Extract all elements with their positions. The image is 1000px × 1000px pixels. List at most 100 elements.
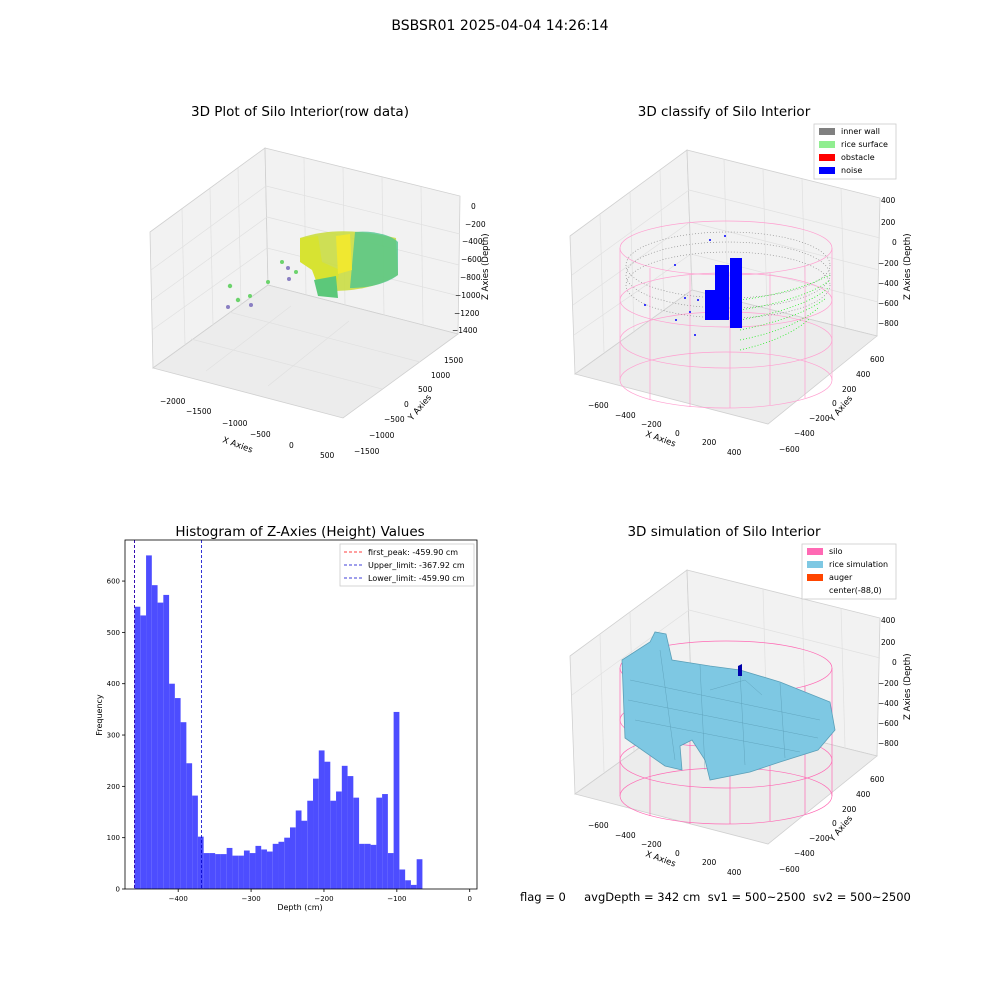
- histogram-bar: [313, 778, 319, 889]
- classify-y-tick: 0: [832, 399, 837, 408]
- classify-plot-title: 3D classify of Silo Interior: [637, 104, 811, 120]
- simulation-x-tick: 0: [675, 849, 680, 858]
- histogram-legend: first_peak: -459.90 cm Upper_limit: -367…: [339, 543, 475, 587]
- raw-x-tick: −1000: [222, 419, 248, 428]
- histogram-bar: [174, 698, 181, 889]
- histogram-bar: [226, 847, 233, 889]
- simulation-z-tick: −600: [878, 719, 899, 728]
- histogram-bar: [192, 795, 198, 889]
- simulation-y-tick: −400: [794, 849, 815, 858]
- classify-z-tick: −400: [878, 279, 899, 288]
- simulation-z-tick: −200: [878, 679, 899, 688]
- raw-z-tick: −1200: [454, 309, 480, 318]
- simulation-x-tick: 200: [702, 858, 717, 867]
- histogram-bar: [272, 843, 279, 889]
- histogram-x-tick-label: −200: [314, 895, 333, 903]
- raw-z-tick: −600: [461, 255, 482, 264]
- histogram-bar: [203, 853, 210, 889]
- classify-x-tick: −600: [588, 401, 609, 410]
- histogram-x-tick-label: −100: [387, 895, 406, 903]
- raw-z-tick: 0: [471, 202, 476, 211]
- classify-z-tick: −800: [878, 319, 899, 328]
- simulation-y-tick: −200: [809, 834, 830, 843]
- histogram-bar: [324, 761, 331, 889]
- simulation-3d-plot: silo rice simulation auger center(-88,0)…: [569, 543, 913, 877]
- classify-y-tick: 400: [856, 370, 871, 379]
- raw-3d-plot: −2000 −1500 −1000 −500 0 500 X Axies 150…: [149, 147, 491, 460]
- histogram-bar: [336, 791, 342, 889]
- raw-y-tick: 1000: [431, 371, 450, 380]
- raw-z-tick: −200: [465, 220, 486, 229]
- raw-y-tick: 500: [418, 385, 433, 394]
- simulation-x-tick: −600: [588, 821, 609, 830]
- raw-x-tick: −500: [250, 430, 271, 439]
- simulation-y-ticks: 600 400 200 0 −200 −400 −600: [779, 775, 885, 874]
- raw-plot-title: 3D Plot of Silo Interior(row data): [191, 104, 409, 120]
- histogram-bar: [399, 869, 406, 889]
- histogram-bar: [359, 843, 365, 889]
- auger-marker: [738, 664, 742, 676]
- simulation-z-tick: −800: [878, 739, 899, 748]
- classify-z-label: Z Axies (Depth): [903, 233, 913, 300]
- simulation-y-tick: 400: [856, 790, 871, 799]
- legend-swatch-obstacle: [819, 154, 835, 161]
- histogram-bar: [157, 602, 164, 889]
- histogram-bar: [393, 711, 400, 889]
- histogram-bar: [169, 683, 175, 889]
- legend-auger: auger: [829, 573, 853, 582]
- raw-y-tick: 1500: [444, 356, 463, 365]
- simulation-plot-title: 3D simulation of Silo Interior: [627, 524, 821, 540]
- histogram-bar: [266, 851, 273, 889]
- raw-y-tick: −500: [384, 415, 405, 424]
- legend-inner-wall: inner wall: [841, 127, 880, 136]
- legend-rice-simulation: rice simulation: [829, 560, 888, 569]
- raw-y-ticks: 1500 1000 500 0 −500 −1000 −1500: [354, 356, 463, 456]
- legend-obstacle: obstacle: [841, 153, 875, 162]
- histogram-bar: [382, 794, 388, 889]
- histogram-bar: [284, 837, 290, 889]
- histogram-x-tick-label: −400: [169, 895, 188, 903]
- histogram-bar: [301, 820, 308, 889]
- histogram-bar: [341, 765, 348, 889]
- histogram-bar: [186, 763, 193, 889]
- histogram-bar: [410, 884, 417, 889]
- histogram-y-tick-label: 300: [107, 732, 120, 740]
- raw-3d-panes: [149, 147, 461, 419]
- histogram-bar: [151, 585, 158, 889]
- rice-surface-points: [739, 274, 831, 351]
- classify-z-tick: 200: [881, 218, 896, 227]
- classify-z-tick: 400: [881, 196, 896, 205]
- histogram-bar: [295, 810, 302, 889]
- simulation-z-ticks: 400 200 0 −200 −400 −600 −800: [878, 616, 899, 748]
- raw-point-cloud: [226, 231, 398, 309]
- histogram-title: Histogram of Z-Axies (Height) Values: [175, 524, 425, 540]
- histogram-bar: [238, 855, 244, 889]
- simulation-legend: silo rice simulation auger center(-88,0): [801, 543, 897, 600]
- histogram-bar: [180, 722, 187, 889]
- raw-z-tick: −800: [460, 273, 481, 282]
- histogram-y-label: Frequency: [95, 694, 104, 736]
- histogram-x-tick-label: 0: [467, 895, 471, 903]
- legend-silo: silo: [829, 547, 843, 556]
- classify-y-tick: −600: [779, 445, 800, 454]
- histogram-x-tick-label: −300: [241, 895, 260, 903]
- legend-swatch-inner-wall: [819, 128, 835, 135]
- simulation-y-tick: 600: [870, 775, 885, 784]
- raw-z-tick: −1000: [455, 291, 481, 300]
- simulation-x-tick: 400: [727, 868, 742, 877]
- classify-legend: inner wall rice surface obstacle noise: [813, 123, 897, 180]
- histogram-bar: [347, 776, 354, 889]
- rice-simulation-mesh: [627, 649, 821, 771]
- raw-y-label: Y Axies: [406, 393, 434, 424]
- classify-x-tick: 400: [727, 448, 742, 457]
- histogram-bar: [163, 594, 170, 889]
- classify-y-tick: −200: [809, 414, 830, 423]
- simulation-x-label: X Axies: [644, 849, 677, 869]
- histogram-y-tick-label: 600: [107, 578, 120, 586]
- classify-z-ticks: 400 200 0 −200 −400 −600 −800: [878, 196, 899, 328]
- simulation-y-tick: 200: [842, 805, 857, 814]
- classify-y-tick: −400: [794, 429, 815, 438]
- rice-simulation-surface: [621, 631, 836, 781]
- histogram-bar: [232, 855, 239, 889]
- histogram-y-tick-label: 400: [107, 680, 120, 688]
